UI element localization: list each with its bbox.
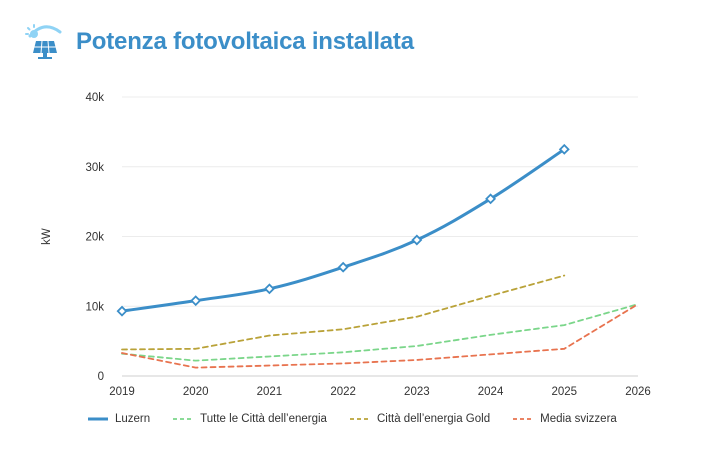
x-tick-label: 2025 <box>551 386 577 398</box>
legend-label: Media svizzera <box>540 413 617 425</box>
legend-swatch <box>513 418 534 420</box>
legend-label: Tutte le Città dell’energia <box>200 413 327 425</box>
legend-swatch <box>173 418 194 420</box>
x-tick-label: 2026 <box>625 386 651 398</box>
grid-lines <box>122 96 638 377</box>
x-tick-label: 2024 <box>478 386 504 398</box>
series-lines <box>120 147 639 369</box>
chart-legend: Luzern Tutte le Città dell’energia Città d… <box>87 413 639 425</box>
data-point-marker <box>558 143 570 155</box>
series-line-0 <box>120 147 566 313</box>
chart-title: Potenza fotovoltaica installata <box>76 28 414 55</box>
legend-item[interactable]: Tutte le Città dell’energia <box>172 413 327 425</box>
x-tick-label: 2019 <box>109 386 135 398</box>
legend-item[interactable]: Luzern <box>87 413 150 425</box>
axes: 0 10k 20k 30k 40k 2019 2020 2021 2022 2023 2024 202… <box>41 92 651 398</box>
x-tick-label: 2022 <box>330 386 356 398</box>
legend-label: Luzern <box>115 413 151 425</box>
data-point-marker <box>116 305 128 317</box>
data-point-marker <box>263 283 275 295</box>
legend-item[interactable]: Città dell’energia Gold <box>349 413 490 425</box>
y-tick-label: 10k <box>85 301 104 313</box>
y-tick-label: 20k <box>85 232 104 244</box>
y-tick-label: 40k <box>85 92 104 104</box>
series-markers <box>116 143 570 317</box>
solar-panel-sun-icon <box>25 24 62 59</box>
legend-swatch <box>349 418 370 420</box>
series-line-2 <box>121 274 566 351</box>
legend-swatch <box>88 417 108 421</box>
y-axis-title: kW <box>41 228 53 245</box>
y-tick-label: 30k <box>85 162 104 174</box>
data-point-marker <box>411 234 423 246</box>
y-tick-label: 0 <box>98 371 104 383</box>
chart-header: Potenza fotovoltaica installata <box>24 20 414 64</box>
legend-label: Città dell’energia Gold <box>376 413 491 425</box>
x-tick-label: 2020 <box>183 386 209 398</box>
x-tick-label: 2021 <box>257 386 283 398</box>
legend-item[interactable]: Media svizzera <box>512 413 617 425</box>
data-point-marker <box>190 295 202 307</box>
x-tick-label: 2023 <box>404 386 430 398</box>
series-line-3 <box>121 303 639 369</box>
data-point-marker <box>337 261 349 273</box>
data-point-marker <box>485 193 497 205</box>
series-line-1 <box>121 303 639 362</box>
